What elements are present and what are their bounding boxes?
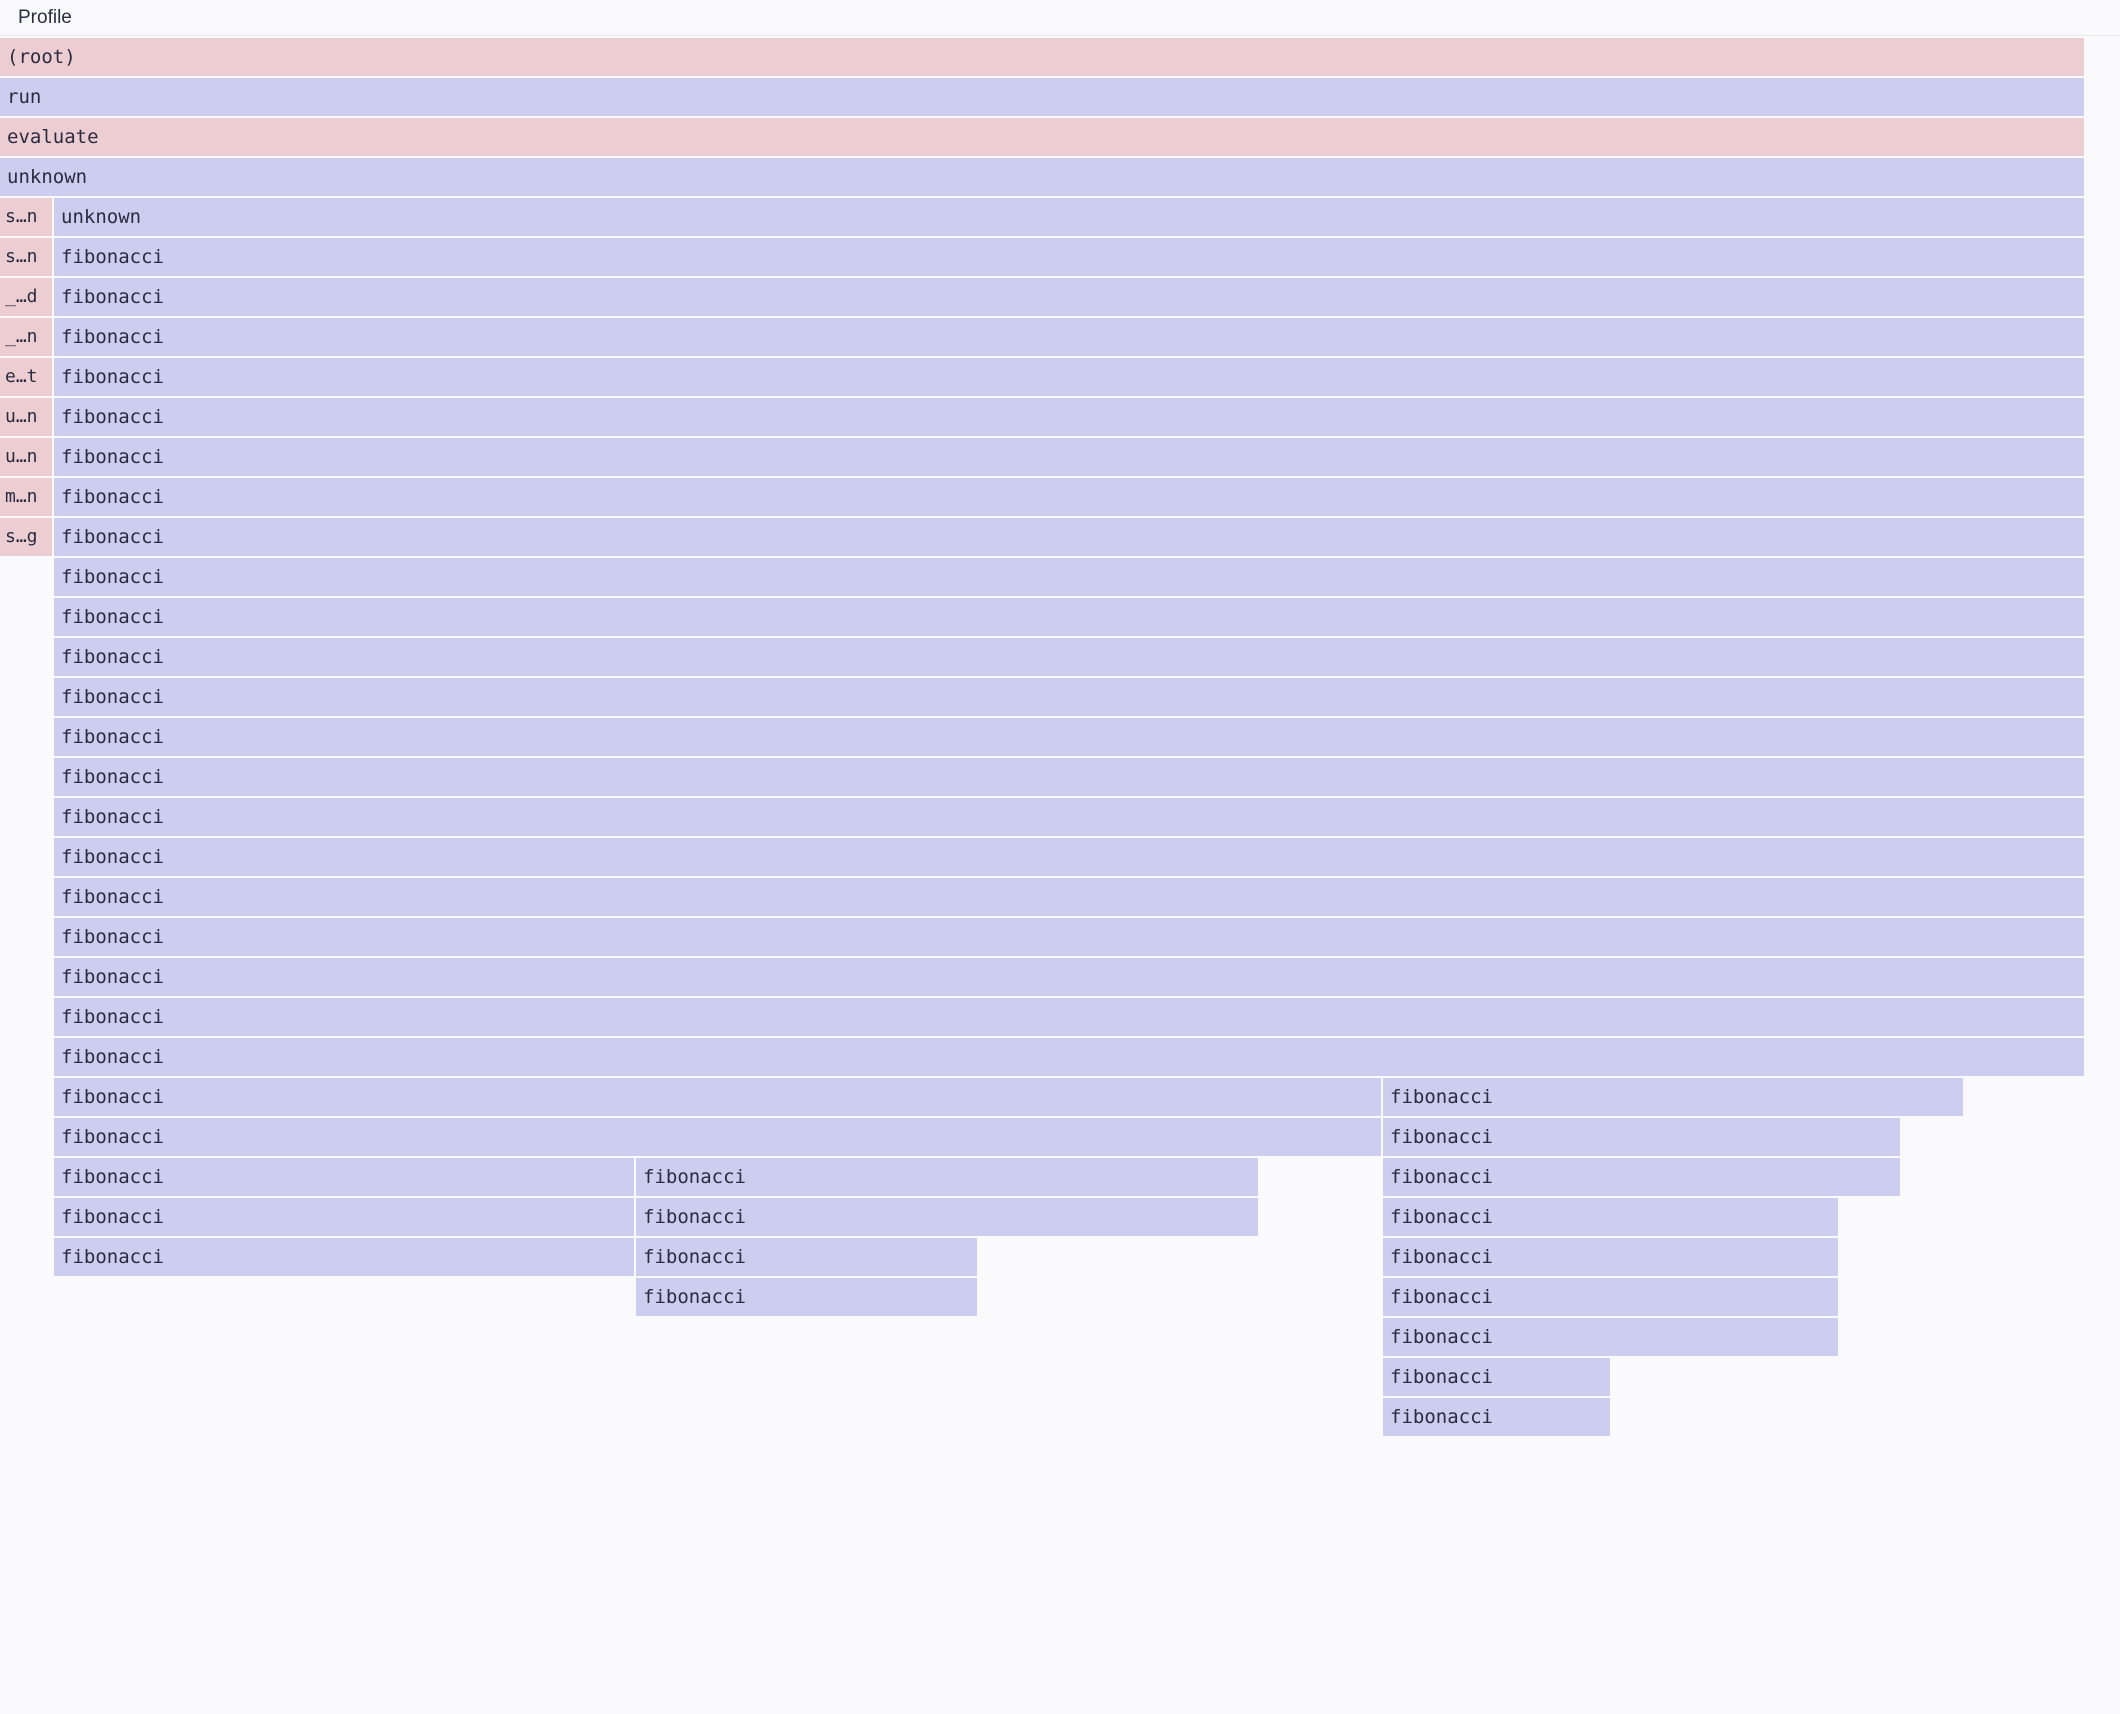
flame-frame[interactable]: fibonacci bbox=[54, 798, 2084, 836]
flame-frame[interactable]: fibonacci bbox=[636, 1198, 1258, 1236]
panel-header: Profile bbox=[0, 0, 2120, 36]
flame-frame[interactable]: fibonacci bbox=[1383, 1318, 1838, 1356]
flame-frame[interactable]: fibonacci bbox=[1383, 1198, 1838, 1236]
page-title: Profile bbox=[18, 7, 72, 28]
flame-frame[interactable]: fibonacci bbox=[1383, 1398, 1610, 1436]
flamegraph-canvas[interactable]: (root) run evaluate unknown s…n unknown s…n fib… bbox=[0, 38, 2120, 1714]
flame-frame[interactable]: fibonacci bbox=[54, 1158, 634, 1196]
flame-frame[interactable]: fibonacci bbox=[1383, 1118, 1900, 1156]
flame-frame[interactable]: fibonacci bbox=[1383, 1238, 1838, 1276]
flame-frame[interactable]: fibonacci bbox=[54, 358, 2084, 396]
flame-frame[interactable]: fibonacci bbox=[54, 238, 2084, 276]
flame-frame[interactable]: fibonacci bbox=[54, 278, 2084, 316]
flame-frame[interactable]: fibonacci bbox=[54, 878, 2084, 916]
flame-frame[interactable]: run bbox=[0, 78, 2084, 116]
flame-frame[interactable]: fibonacci bbox=[54, 558, 2084, 596]
flame-frame[interactable]: u…n bbox=[0, 438, 52, 476]
flame-frame[interactable]: unknown bbox=[54, 198, 2084, 236]
flame-frame[interactable]: fibonacci bbox=[1383, 1158, 1900, 1196]
flame-frame[interactable]: s…n bbox=[0, 238, 52, 276]
flame-frame[interactable]: fibonacci bbox=[1383, 1358, 1610, 1396]
flame-frame[interactable]: fibonacci bbox=[54, 838, 2084, 876]
flame-frame[interactable]: fibonacci bbox=[54, 1038, 2084, 1076]
flame-frame[interactable]: _…n bbox=[0, 318, 52, 356]
flame-frame[interactable]: fibonacci bbox=[54, 1238, 634, 1276]
flame-frame[interactable]: fibonacci bbox=[54, 678, 2084, 716]
flame-frame[interactable]: fibonacci bbox=[54, 398, 2084, 436]
flame-frame[interactable]: s…n bbox=[0, 198, 52, 236]
flame-frame[interactable]: fibonacci bbox=[54, 1078, 1381, 1116]
flame-frame[interactable]: fibonacci bbox=[54, 1198, 634, 1236]
flame-frame[interactable]: u…n bbox=[0, 398, 52, 436]
flame-frame[interactable]: fibonacci bbox=[54, 718, 2084, 756]
flame-frame[interactable]: fibonacci bbox=[54, 998, 2084, 1036]
flame-frame[interactable]: e…t bbox=[0, 358, 52, 396]
flame-frame[interactable]: s…g bbox=[0, 518, 52, 556]
flame-frame[interactable]: unknown bbox=[0, 158, 2084, 196]
flame-frame[interactable]: fibonacci bbox=[54, 918, 2084, 956]
flame-frame[interactable]: m…n bbox=[0, 478, 52, 516]
flame-frame[interactable]: fibonacci bbox=[636, 1238, 977, 1276]
flame-frame[interactable]: evaluate bbox=[0, 118, 2084, 156]
flame-frame[interactable]: fibonacci bbox=[54, 958, 2084, 996]
flame-frame[interactable]: fibonacci bbox=[636, 1278, 977, 1316]
flame-frame[interactable]: fibonacci bbox=[636, 1158, 1258, 1196]
flame-frame[interactable]: _…d bbox=[0, 278, 52, 316]
flame-frame[interactable]: fibonacci bbox=[54, 318, 2084, 356]
flame-frame[interactable]: fibonacci bbox=[54, 438, 2084, 476]
flame-frame[interactable]: fibonacci bbox=[54, 478, 2084, 516]
flame-frame[interactable]: fibonacci bbox=[54, 638, 2084, 676]
flame-frame[interactable]: fibonacci bbox=[54, 598, 2084, 636]
flame-frame[interactable]: (root) bbox=[0, 38, 2084, 76]
flame-frame[interactable]: fibonacci bbox=[1383, 1278, 1838, 1316]
flame-frame[interactable]: fibonacci bbox=[54, 1118, 1381, 1156]
flame-frame[interactable]: fibonacci bbox=[54, 518, 2084, 556]
flame-frame[interactable]: fibonacci bbox=[54, 758, 2084, 796]
flame-frame[interactable]: fibonacci bbox=[1383, 1078, 1963, 1116]
